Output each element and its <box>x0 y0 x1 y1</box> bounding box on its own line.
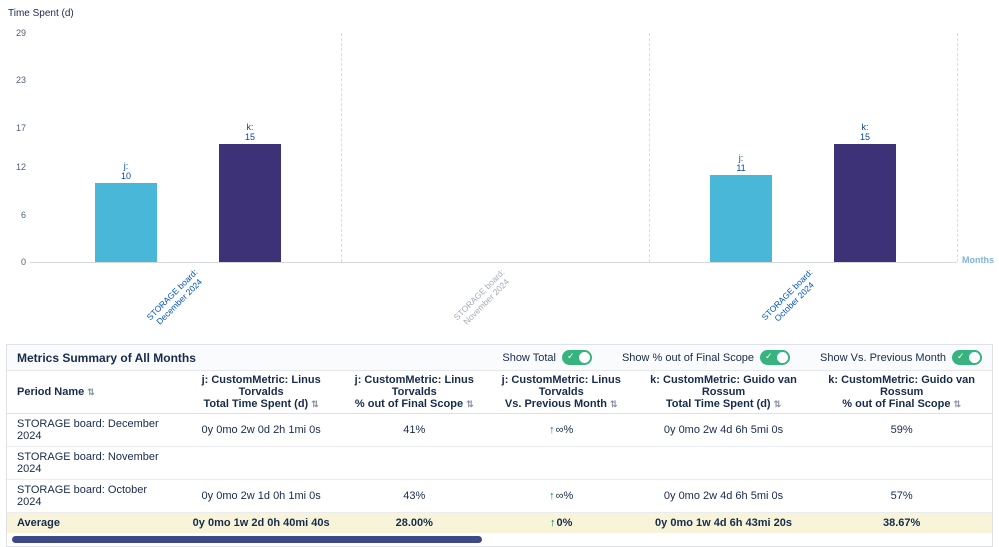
metric-cell: 0y 0mo 2w 1d 0h 1mi 0s <box>180 479 342 513</box>
average-metric-cell: 38.67% <box>811 512 992 533</box>
y-axis-tick-label: 12 <box>15 162 26 173</box>
period-cell: STORAGE board: November 2024 <box>7 446 181 480</box>
sort-icon: ⇅ <box>773 399 782 409</box>
toggle-group: Show Total ✓ Show % out of Final Scope ✓ Sho… <box>502 350 982 365</box>
toggle-show-vs-previous-month[interactable]: ✓ <box>952 350 982 365</box>
column-header-label: k: CustomMetric: Guido van Rossum Total … <box>650 374 797 410</box>
y-axis-tick-label: 23 <box>15 75 26 86</box>
metric-cell: ↑∞% <box>486 479 636 513</box>
up-arrow-icon: ↑ <box>549 424 555 436</box>
toggle-label: Show Total <box>502 351 556 364</box>
toggle-knob <box>578 352 590 363</box>
bar-j-3[interactable] <box>710 175 772 262</box>
column-header-label: j: CustomMetric: Linus Torvalds Total Ti… <box>201 374 321 410</box>
bar-value-label: k: 15 <box>244 121 255 142</box>
toggle-item: Show Total ✓ <box>502 350 592 365</box>
x-axis-category-label[interactable]: STORAGE board: November 2024 <box>451 267 511 327</box>
metric-cell <box>341 446 487 480</box>
table-header-row: Period Name ⇅ j: CustomMetric: Linus Torva… <box>7 371 992 414</box>
table-row: STORAGE board: October 2024 0y 0mo 2w 1d … <box>7 479 992 513</box>
time-spent-bar-chart: Time Spent (d) 29 23 17 12 6 0 j: 10 k: 15 STORAGE… <box>8 8 994 327</box>
metric-cell <box>635 446 812 480</box>
bar-j-1[interactable] <box>95 183 157 262</box>
average-row: Average 0y 0mo 1w 2d 0h 40mi 40s 28.00% ↑0%… <box>7 512 992 533</box>
x-axis-title: Months <box>962 255 994 265</box>
y-axis-tick-label: 6 <box>20 209 26 220</box>
column-header-1[interactable]: Period Name ⇅ <box>7 371 181 414</box>
sort-icon: ⇅ <box>466 399 474 409</box>
metric-cell: 59% <box>811 413 992 447</box>
column-header-2[interactable]: j: CustomMetric: Linus Torvalds Total Ti… <box>180 371 342 414</box>
average-metric-cell: 0y 0mo 1w 2d 0h 40mi 40s <box>180 512 342 533</box>
up-arrow-icon: ↑ <box>549 490 555 502</box>
toggle-knob <box>777 352 789 363</box>
bar-value-label: j: 11 <box>736 153 746 174</box>
average-label-cell: Average <box>7 512 181 533</box>
metrics-summary-table: Period Name ⇅ j: CustomMetric: Linus Torva… <box>7 371 992 533</box>
metric-cell: 0y 0mo 2w 4d 6h 5mi 0s <box>635 413 812 447</box>
metric-cell: ↑∞% <box>486 413 636 447</box>
bar-value-label: j: 10 <box>120 161 131 182</box>
toggle-show-total[interactable]: ✓ <box>561 350 592 365</box>
toggle-show-percent-final-scope[interactable]: ✓ <box>760 350 791 365</box>
period-cell: STORAGE board: October 2024 <box>7 479 181 513</box>
toggle-knob <box>969 352 980 363</box>
x-axis-line <box>30 262 957 263</box>
table-row: STORAGE board: December 2024 0y 0mo 2w 0d… <box>7 413 992 447</box>
toggle-item: Show % out of Final Scope ✓ <box>621 350 791 365</box>
check-icon: ✓ <box>566 351 575 361</box>
y-axis-tick-label: 0 <box>20 257 26 267</box>
scrollbar-thumb[interactable] <box>12 536 482 543</box>
horizontal-scrollbar[interactable] <box>9 535 990 544</box>
bar-k-1[interactable] <box>219 143 281 262</box>
metric-cell: 41% <box>341 413 487 447</box>
y-axis-tick-label: 29 <box>15 28 26 38</box>
column-header-label: j: CustomMetric: Linus Torvalds % out of… <box>354 374 474 410</box>
toggle-item: Show Vs. Previous Month ✓ <box>820 350 982 365</box>
average-metric-cell: 0y 0mo 1w 4d 6h 43mi 20s <box>635 512 812 533</box>
metric-cell <box>811 446 992 480</box>
group-separator-line <box>341 33 342 262</box>
x-axis-category-label[interactable]: STORAGE board: October 2024 <box>759 267 816 324</box>
metrics-summary-title: Metrics Summary of All Months <box>17 350 196 365</box>
sort-icon: ⇅ <box>609 399 618 409</box>
bar-value-label: k: 15 <box>859 121 870 142</box>
metric-cell: 0y 0mo 2w 0d 2h 1mi 0s <box>180 413 342 447</box>
group-separator-line <box>649 33 650 262</box>
column-header-label: j: CustomMetric: Linus Torvalds Vs. Prev… <box>501 374 621 410</box>
metrics-summary-header: Metrics Summary of All Months Show Total… <box>7 345 992 371</box>
metric-cell <box>180 446 342 480</box>
x-axis-category-label[interactable]: STORAGE board: December 2024 <box>144 267 204 327</box>
y-axis-title: Time Spent (d) <box>8 8 74 19</box>
sort-icon: ⇅ <box>953 399 961 409</box>
toggle-label: Show Vs. Previous Month <box>820 351 946 364</box>
check-icon: ✓ <box>957 351 965 361</box>
average-metric-cell: 28.00% <box>341 512 487 533</box>
metric-cell: 0y 0mo 2w 4d 6h 5mi 0s <box>635 479 812 513</box>
check-icon: ✓ <box>765 351 773 361</box>
group-separator-line <box>957 33 958 262</box>
column-header-label: Period Name <box>17 386 85 398</box>
average-metric-cell: ↑0% <box>486 512 636 533</box>
y-axis-tick-label: 17 <box>15 122 26 133</box>
metric-cell <box>486 446 636 480</box>
column-header-4[interactable]: j: CustomMetric: Linus Torvalds Vs. Prev… <box>486 371 636 414</box>
column-header-6[interactable]: k: CustomMetric: Guido van Rossum % out … <box>811 371 992 414</box>
metrics-summary-card: Metrics Summary of All Months Show Total… <box>6 344 993 547</box>
table-row: STORAGE board: November 2024 <box>7 446 992 480</box>
up-arrow-icon: ↑ <box>550 517 556 529</box>
sort-icon: ⇅ <box>311 399 319 409</box>
column-header-5[interactable]: k: CustomMetric: Guido van Rossum Total … <box>635 371 812 414</box>
bar-k-3[interactable] <box>834 143 896 262</box>
metric-cell: 43% <box>341 479 487 513</box>
column-header-3[interactable]: j: CustomMetric: Linus Torvalds % out of… <box>341 371 487 414</box>
toggle-label: Show % out of Final Scope <box>621 351 755 364</box>
metric-cell: 57% <box>811 479 992 513</box>
sort-icon: ⇅ <box>87 387 95 397</box>
column-header-label: k: CustomMetric: Guido van Rossum % out … <box>828 374 975 410</box>
period-cell: STORAGE board: December 2024 <box>7 413 181 447</box>
